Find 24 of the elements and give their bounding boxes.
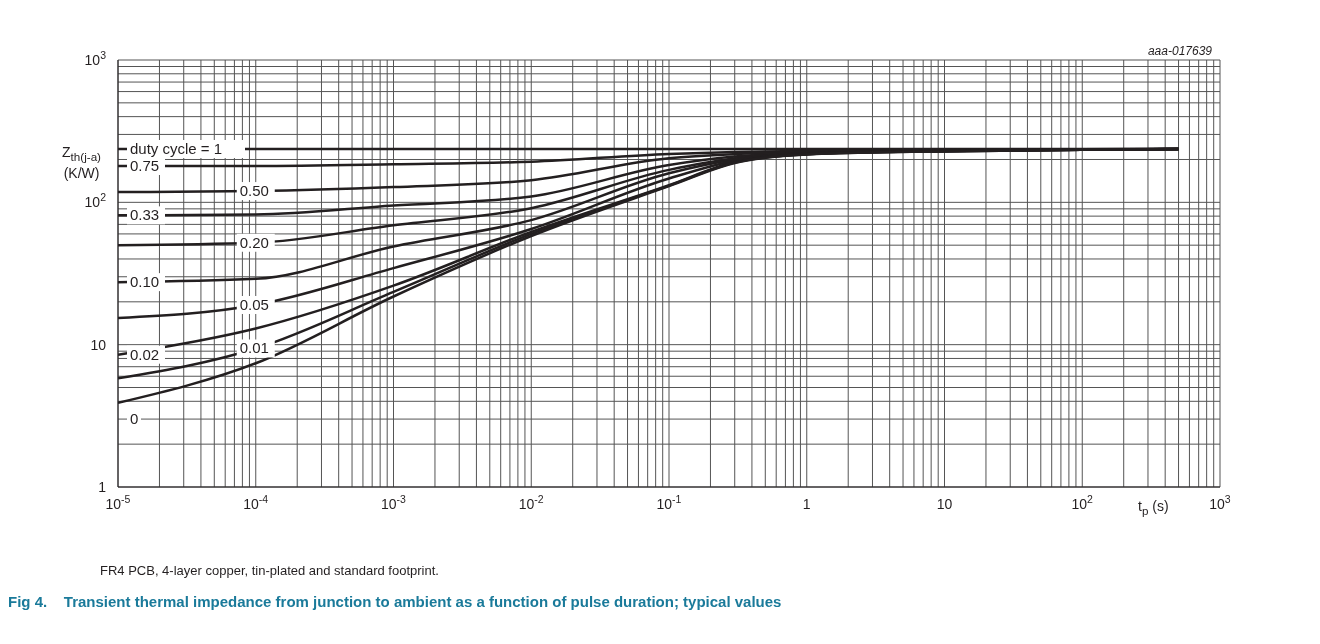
series-label: 0 — [130, 409, 139, 427]
x-tick-label: 10$^{-2}$ — [518, 493, 544, 512]
series-label: 0.02 — [130, 345, 160, 363]
x-tick-label: 10$^{-5}$ — [105, 493, 131, 512]
x-tick-label: 1 — [802, 496, 811, 512]
series-label: duty cycle = 1 — [130, 139, 223, 157]
text: FR4 PCB, 4-layer copper, tin-plated and standard footprint. — [100, 563, 439, 578]
series-label: 0.10 — [130, 273, 160, 291]
x-tick-label: 10$^{-3}$ — [381, 493, 407, 512]
series-label: 0.33 — [130, 206, 160, 224]
text: Fig 4. Transient thermal impedance from junction to ambient as a function of pulse duration; typical values — [8, 593, 782, 610]
x-tick-label: 10$^{2}$ — [1071, 493, 1094, 512]
y-tick-label: 10$^{2}$ — [84, 191, 107, 211]
x-tick-label: 10$^{-4}$ — [243, 493, 269, 512]
y-axis-title: Z$_{th(j-a)}$ (K/W) — [62, 144, 102, 181]
x-tick-label: 10$^{-1}$ — [656, 493, 682, 512]
series-label: 0.75 — [130, 157, 160, 174]
x-axis-title: t$_{p}$ (s) — [1138, 498, 1169, 517]
y-tick-label: 10 — [90, 336, 107, 353]
y-tick-label: 10$^{3}$ — [84, 49, 107, 68]
y-tick-label: 1 — [98, 479, 107, 495]
x-tick-label: 10$^{3}$ — [1209, 493, 1231, 512]
text: aaa-017639 — [1147, 44, 1212, 58]
x-tick-label: 10 — [936, 496, 953, 512]
